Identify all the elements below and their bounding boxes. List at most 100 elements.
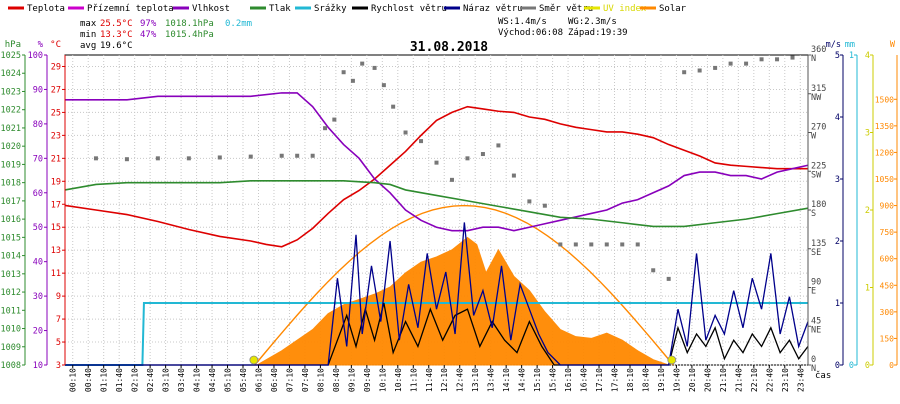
rain-axis-tick-label: 1 xyxy=(849,51,854,61)
series-vlhkost-line xyxy=(65,92,809,232)
pressure-axis-tick-label: 1010 xyxy=(1,325,21,335)
x-axis-tick-label: 07:40 xyxy=(301,368,310,392)
solar-axis-tick-label: 0 xyxy=(889,361,894,370)
x-axis-tick-label: 22:40 xyxy=(765,368,774,392)
legend-label: Přízemní teplota xyxy=(87,4,174,14)
legend-label: UV index xyxy=(603,4,647,14)
direction-axis-degree-label: 135 xyxy=(811,239,826,249)
legend-label: Srážky xyxy=(314,4,347,14)
x-axis-tick-label: 14:10 xyxy=(502,368,511,392)
stats-max-humidity: 97% xyxy=(140,19,157,29)
x-axis-tick-label: 21:10 xyxy=(719,368,728,392)
direction-axis-cardinal-label: SW xyxy=(811,170,822,180)
solar-axis-tick-label: 150 xyxy=(880,334,895,343)
temperature-axis-tick-label: 5 xyxy=(56,338,61,348)
solar-axis-tick-label: 1350 xyxy=(875,122,894,131)
direction-axis-cardinal-label: N xyxy=(811,54,816,64)
x-axis-label: čas xyxy=(815,370,831,381)
x-axis-tick-label: 17:40 xyxy=(611,368,620,392)
series-sm-r-v-tru-point xyxy=(248,154,253,159)
stats-sunrise: Východ:06:08 xyxy=(498,28,563,38)
pressure-axis-tick-label: 1011 xyxy=(1,306,21,316)
humidity-axis-tick-label: 80 xyxy=(33,120,43,130)
pressure-axis-tick-label: 1015 xyxy=(1,233,21,243)
temperature-axis-tick-label: 17 xyxy=(51,200,61,210)
series-n-raz-v-tru-line xyxy=(65,222,809,366)
direction-axis-cardinal-label: N xyxy=(811,364,816,374)
direction-axis-cardinal-label: S xyxy=(811,209,816,219)
stats-min-label: min xyxy=(80,30,96,40)
humidity-axis-tick-label: 90 xyxy=(33,85,43,95)
pressure-axis-tick-label: 1014 xyxy=(1,252,21,262)
solar-axis-tick-label: 300 xyxy=(880,308,895,317)
legend-label: Vlhkost xyxy=(192,4,230,14)
legend: Teplota Přízemní teplota Vlhkost Tlak Srážky… xyxy=(8,4,687,14)
stats-max-label: max xyxy=(80,19,97,29)
x-axis-tick-label: 02:40 xyxy=(146,368,155,392)
temperature-axis-tick-label: 27 xyxy=(51,85,61,95)
humidity-axis-tick-label: 40 xyxy=(33,258,43,268)
x-axis-tick-label: 04:40 xyxy=(208,368,217,392)
direction-axis-cardinal-label: NW xyxy=(811,93,822,103)
stats-wind-speed: WS:1.4m/s xyxy=(498,17,547,27)
series-sm-r-v-tru-point xyxy=(775,57,780,62)
stats-min-pressure: 1015.4hPa xyxy=(165,30,214,40)
temperature-axis-tick-label: 23 xyxy=(51,131,61,141)
x-axis-tick-label: 18:40 xyxy=(641,368,650,392)
x-axis-tick-label: 20:40 xyxy=(703,368,712,392)
x-axis-tick-label: 08:40 xyxy=(332,368,341,392)
x-axis-tick-label: 05:10 xyxy=(224,368,233,392)
series-uv-index-point xyxy=(249,355,259,365)
pressure-axis-tick-label: 1009 xyxy=(1,343,21,353)
x-axis-tick-label: 07:10 xyxy=(285,368,294,392)
rain-axis-tick-label: 0 xyxy=(849,361,854,371)
x-axis-tick-label: 15:10 xyxy=(533,368,542,392)
wind-axis-tick-label: 5 xyxy=(835,51,840,61)
direction-axis-degree-label: 180 xyxy=(811,200,826,210)
legend-label: Směr větru xyxy=(539,4,593,14)
x-axis-tick-label: 17:10 xyxy=(595,368,604,392)
stats-panel: max 25.5°C 97% 1018.1hPa 0.2mm min 13.3°C 47% 10… xyxy=(80,17,628,51)
x-axis-tick-label: 10:40 xyxy=(394,368,403,392)
series-sm-r-v-tru-point xyxy=(93,156,98,161)
humidity-axis-tick-label: 50 xyxy=(33,223,43,233)
stats-max-rain: 0.2mm xyxy=(225,19,252,29)
temperature-axis-tick-label: 25 xyxy=(51,108,61,118)
legend-label: Rychlost větru xyxy=(371,4,447,14)
pressure-axis-tick-label: 1020 xyxy=(1,142,21,152)
uv-axis-tick-label: 4 xyxy=(865,51,870,61)
x-axis-tick-label: 20:10 xyxy=(688,368,697,392)
series-sm-r-v-tru-point xyxy=(186,156,191,161)
series-sm-r-v-tru-point xyxy=(449,177,454,182)
series-sm-r-v-tru-point xyxy=(713,65,718,70)
series-sm-r-v-tru-point xyxy=(403,130,408,135)
pressure-axis-tick-label: 1019 xyxy=(1,160,21,170)
legend-label: Teplota xyxy=(27,4,65,14)
uv-axis-tick-label: 3 xyxy=(865,129,870,139)
direction-axis-degree-label: 0 xyxy=(811,355,816,365)
x-axis-tick-label: 03:40 xyxy=(177,368,186,392)
rain-axis-unit: mm xyxy=(845,40,855,50)
series-sm-r-v-tru-point xyxy=(759,57,764,62)
direction-axis-cardinal-label: E xyxy=(811,287,816,297)
x-axis-tick-label: 03:10 xyxy=(162,368,171,392)
direction-axis-cardinal-label: W xyxy=(811,132,817,142)
stats-min-humidity: 47% xyxy=(140,30,157,40)
series-sm-r-v-tru-point xyxy=(434,160,439,165)
series-sm-r-v-tru-point xyxy=(542,203,547,208)
humidity-axis-tick-label: 60 xyxy=(33,189,43,199)
series-lines xyxy=(64,55,809,366)
stats-avg-temp: 19.6°C xyxy=(100,41,133,51)
x-axis-tick-label: 04:10 xyxy=(193,368,202,392)
series-sm-r-v-tru-point xyxy=(682,70,687,75)
series-sm-r-v-tru-point xyxy=(744,61,749,66)
humidity-axis-unit: % xyxy=(38,40,44,50)
temperature-axis-tick-label: 13 xyxy=(51,246,61,256)
direction-axis-degree-label: 90 xyxy=(811,278,821,288)
series-sm-r-v-tru-point xyxy=(350,78,355,83)
x-axis-tick-label: 16:10 xyxy=(564,368,573,392)
series-uv-index-point xyxy=(667,355,677,365)
x-axis-tick-label: 00:40 xyxy=(84,368,93,392)
series-sm-r-v-tru-point xyxy=(465,156,470,161)
